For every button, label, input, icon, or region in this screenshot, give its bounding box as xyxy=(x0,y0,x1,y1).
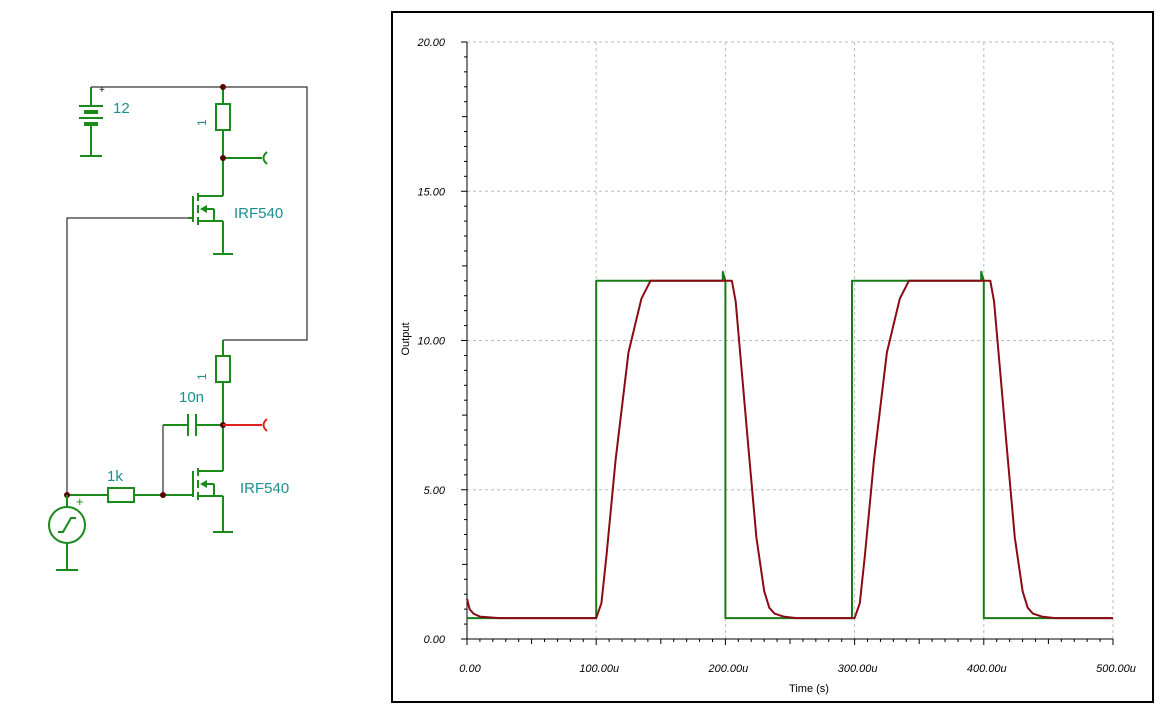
mosfet-top-label: IRF540 xyxy=(234,205,283,222)
battery-label: 12 xyxy=(113,100,130,117)
y-axis-label: Output xyxy=(400,322,412,355)
circuit-schematic: + 12 1 IRF540 1 1 xyxy=(48,84,308,571)
x-axis-label: Time (s) xyxy=(789,683,829,695)
series-line-1 xyxy=(467,270,1113,620)
junction-node xyxy=(220,84,226,90)
chart-axes: 0.00 100.00u 200.00u 300.00u 400.00u 500.00u 0… xyxy=(416,37,1135,675)
x-tick-label: 400.00u xyxy=(967,663,1007,675)
resistor-mid xyxy=(215,340,231,471)
mosfet-bottom xyxy=(163,468,233,533)
y-tick-label: 20.00 xyxy=(416,37,445,49)
signal-source xyxy=(48,495,86,571)
x-tick-label: 500.00u xyxy=(1096,663,1136,675)
probe-top xyxy=(223,151,268,165)
series-line-2 xyxy=(466,279,1113,620)
resistor-gate xyxy=(67,487,163,503)
mosfet-top xyxy=(188,193,233,255)
resistor-top xyxy=(215,87,231,196)
probe-bottom xyxy=(223,418,268,432)
y-tick-label: 10.00 xyxy=(417,336,445,348)
battery xyxy=(79,87,103,157)
mosfet-bottom-label: IRF540 xyxy=(240,480,289,497)
resistor-gate-label: 1k xyxy=(107,468,123,485)
y-tick-label: 0.00 xyxy=(424,634,446,646)
x-tick-label: 300.00u xyxy=(838,663,878,675)
resistor-mid-label: 1 xyxy=(195,373,209,380)
x-tick-label: 100.00u xyxy=(579,663,619,675)
y-tick-label: 5.00 xyxy=(424,485,446,497)
chart-series xyxy=(466,270,1113,620)
x-tick-label: 200.00u xyxy=(708,663,749,675)
capacitor-label: 10n xyxy=(179,389,204,406)
wires xyxy=(66,86,308,495)
waveform-chart: 0.00 100.00u 200.00u 300.00u 400.00u 500.00u 0… xyxy=(400,37,1136,695)
x-tick-label: 0.00 xyxy=(459,663,481,675)
junction-node xyxy=(160,492,166,498)
battery-plus: + xyxy=(99,85,105,96)
resistor-top-label: 1 xyxy=(195,119,209,126)
junction-node xyxy=(220,155,226,161)
capacitor xyxy=(163,414,223,436)
plot-frame xyxy=(391,11,1154,703)
y-tick-label: 15.00 xyxy=(417,186,445,198)
source-plus: + xyxy=(76,494,84,509)
